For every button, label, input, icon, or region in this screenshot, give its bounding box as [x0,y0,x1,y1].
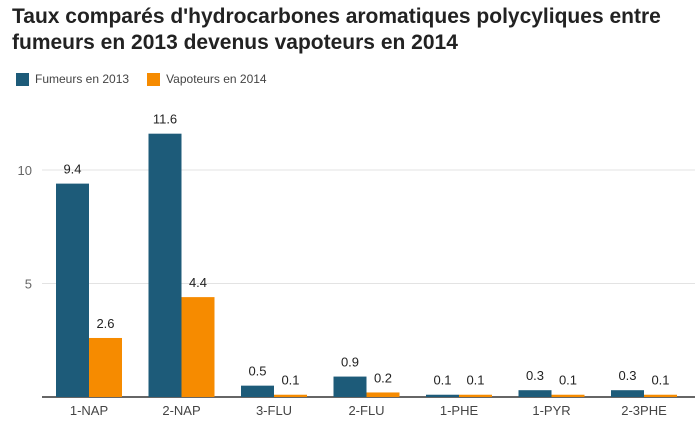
bar-1-pyr-fumeurs [518,390,552,397]
value-label: 0.5 [248,364,266,379]
x-tick-label: 2-3PHE [621,403,667,418]
value-label: 0.9 [341,355,359,370]
legend-label-vapoteurs: Vapoteurs en 2014 [166,72,267,86]
legend-swatch-vapoteurs [147,72,161,86]
bar-2-3phe-fumeurs [611,390,644,397]
bar-1-pyr-vapoteurs [551,394,585,397]
bar-1-phe-fumeurs [426,394,459,397]
bar-3-flu-vapoteurs [274,394,307,397]
bars [56,133,677,397]
x-tick-label: 1-NAP [70,403,108,418]
legend-swatch-fumeurs [16,72,29,86]
y-tick-label: 10 [18,163,32,178]
bar-2-flu-fumeurs [333,376,367,397]
bar-3-flu-fumeurs [241,385,274,397]
bar-2-flu-vapoteurs [366,392,400,397]
value-label: 0.1 [433,373,451,388]
value-label: 0.2 [374,370,392,385]
value-label: 0.3 [526,368,544,383]
labels: 5 10 9.4 2.6 1-NAP 11.6 4.4 2-NAP 0.5 0.1 3-FLU 0.9… [18,112,670,418]
x-tick-label: 1-PHE [440,403,479,418]
x-tick-label: 1-PYR [532,403,570,418]
legend-item-fumeurs: Fumeurs en 2013 [16,72,129,86]
value-label: 2.6 [96,316,114,331]
value-label: 0.1 [466,373,484,388]
y-tick-label: 5 [25,277,32,292]
x-tick-label: 3-FLU [256,403,292,418]
value-label: 0.1 [651,373,669,388]
bar-2-3phe-vapoteurs [644,394,677,397]
bar-1-nap-vapoteurs [89,337,122,397]
legend: Fumeurs en 2013 Vapoteurs en 2014 [16,72,285,86]
value-label: 9.4 [63,162,81,177]
value-label: 4.4 [189,275,207,290]
legend-item-vapoteurs: Vapoteurs en 2014 [147,72,267,86]
chart-title: Taux comparés d'hydrocarbones aromatique… [12,5,661,54]
bar-1-nap-fumeurs [56,183,89,397]
value-label: 11.6 [153,112,177,127]
x-tick-label: 2-FLU [348,403,384,418]
legend-label-fumeurs: Fumeurs en 2013 [35,72,130,86]
value-label: 0.3 [618,368,636,383]
value-label: 0.1 [559,373,577,388]
x-tick-label: 2-NAP [162,403,200,418]
grid-lines [42,169,695,398]
bar-1-phe-vapoteurs [459,394,492,397]
bar-2-nap-fumeurs [148,133,182,397]
value-label: 0.1 [281,373,299,388]
bar-2-nap-vapoteurs [181,297,215,397]
